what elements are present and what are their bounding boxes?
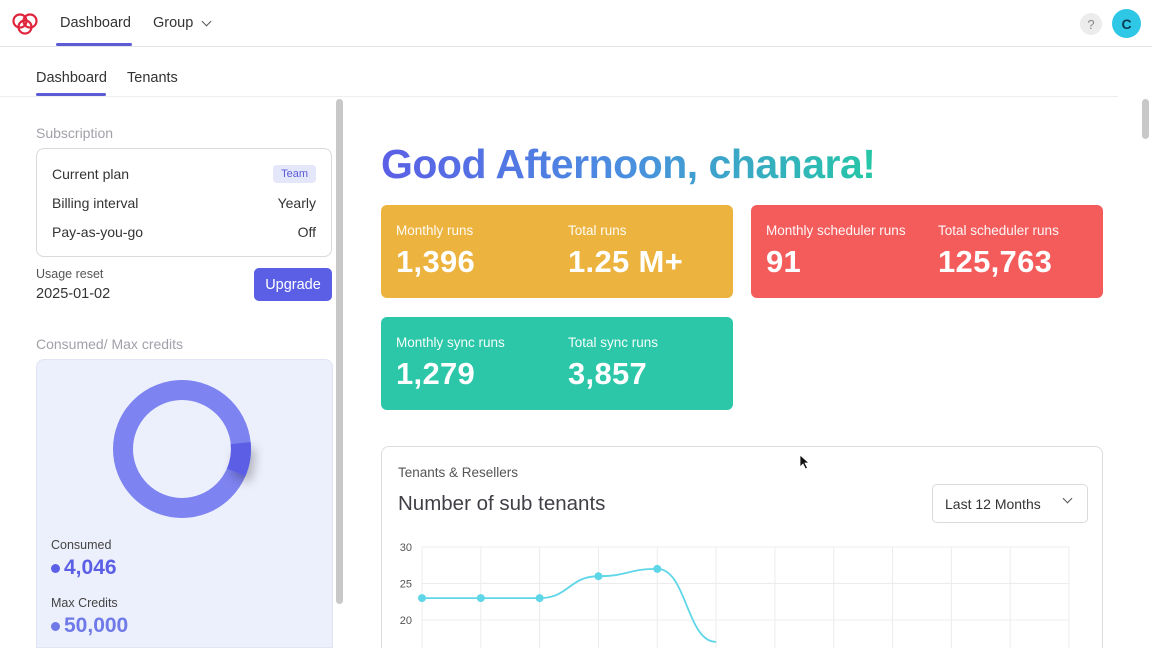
pay-as-you-go-row: Pay-as-you-go Off: [52, 222, 316, 242]
monthly-scheduler-runs-stat: Monthly scheduler runs 91: [766, 223, 906, 280]
avatar[interactable]: C: [1112, 9, 1141, 38]
sync-runs-card: Monthly sync runs 1,279 Total sync runs …: [381, 317, 733, 410]
data-point: [476, 594, 485, 603]
data-point: [535, 594, 544, 603]
total-runs-stat: Total runs 1.25 M+: [568, 223, 683, 280]
max-dot-icon: [51, 621, 60, 631]
current-plan-row: Current plan Team: [52, 164, 316, 184]
stat-label: Monthly scheduler runs: [766, 223, 906, 238]
consumed-number: 4,046: [64, 556, 117, 579]
tab-tenants[interactable]: Tenants: [127, 70, 178, 86]
billing-interval-row: Billing interval Yearly: [52, 193, 316, 213]
stat-value: 1,396: [396, 244, 476, 279]
runs-card: Monthly runs 1,396 Total runs 1.25 M+: [381, 205, 733, 298]
period-select-value: Last 12 Months: [945, 495, 1041, 512]
monthly-sync-runs-stat: Monthly sync runs 1,279: [396, 335, 505, 392]
stat-label: Monthly sync runs: [396, 335, 505, 350]
mouse-cursor-icon: [799, 454, 811, 470]
plan-badge: Team: [273, 165, 316, 183]
max-credits-number: 50,000: [64, 614, 129, 637]
data-point: [594, 572, 603, 581]
data-point: [418, 594, 426, 603]
stat-label: Monthly runs: [396, 223, 474, 238]
donut-consumed-segment: [226, 442, 251, 477]
chart-kicker: Tenants & Resellers: [398, 465, 519, 480]
tab-dashboard[interactable]: Dashboard: [36, 70, 107, 86]
sub-tenants-line-chart: 30 25 20: [400, 542, 1070, 648]
top-navigation-bar: Dashboard Group ? C: [0, 8, 1152, 47]
stat-value: 125,763: [938, 244, 1053, 279]
total-sync-runs-stat: Total sync runs 3,857: [568, 335, 658, 392]
stat-value: 91: [766, 244, 802, 279]
nav-dashboard[interactable]: Dashboard: [60, 15, 131, 31]
usage-reset-label: Usage reset: [36, 267, 104, 281]
stat-label: Total runs: [568, 223, 627, 238]
help-icon[interactable]: ?: [1080, 13, 1102, 35]
stat-value: 1,279: [396, 356, 476, 391]
greeting-heading: Good Afternoon, chanara!: [381, 141, 876, 187]
max-credits-label: Max Credits: [51, 596, 118, 610]
total-scheduler-runs-stat: Total scheduler runs 125,763: [938, 223, 1059, 280]
stat-label: Total scheduler runs: [938, 223, 1059, 238]
subscription-card: Current plan Team Billing interval Yearl…: [36, 148, 332, 257]
chevron-down-icon: [201, 16, 212, 26]
stat-value: 1.25 M+: [568, 244, 683, 279]
left-panel-scrollbar[interactable]: [336, 99, 343, 604]
sub-tabs: Dashboard Tenants: [0, 47, 1118, 97]
sub-tenants-chart-card: Tenants & Resellers Number of sub tenant…: [381, 446, 1103, 648]
monthly-runs-stat: Monthly runs 1,396: [396, 223, 475, 280]
credits-title: Consumed/ Max credits: [36, 336, 184, 352]
donut-max-segment: [113, 380, 251, 518]
consumed-label: Consumed: [51, 538, 112, 552]
chevron-down-icon: [1062, 493, 1073, 504]
chart-title: Number of sub tenants: [398, 492, 606, 515]
upgrade-button[interactable]: Upgrade: [254, 268, 332, 301]
pay-as-you-go-value: Off: [297, 224, 316, 240]
main-scrollbar[interactable]: [1142, 99, 1149, 139]
y-tick-label: 30: [400, 542, 412, 554]
series-line: [422, 567, 717, 643]
tab-active-indicator: [36, 93, 106, 96]
data-point: [653, 564, 662, 573]
usage-reset-value: 2025-01-02: [36, 286, 111, 302]
billing-interval-label: Billing interval: [52, 195, 139, 211]
scheduler-runs-card: Monthly scheduler runs 91 Total schedule…: [751, 205, 1103, 298]
y-tick-label: 25: [400, 579, 412, 591]
nav-group-label: Group: [153, 15, 194, 31]
nav-active-indicator: [56, 43, 132, 46]
credits-donut-chart: [113, 380, 251, 518]
consumed-value: 4,046: [51, 556, 117, 580]
brand-logo-icon[interactable]: [10, 12, 40, 36]
period-select[interactable]: Last 12 Months: [932, 484, 1088, 523]
billing-interval-value: Yearly: [277, 195, 316, 211]
stat-value: 3,857: [568, 356, 648, 391]
pay-as-you-go-label: Pay-as-you-go: [52, 224, 144, 240]
stat-label: Total sync runs: [568, 335, 659, 350]
current-plan-label: Current plan: [52, 166, 130, 182]
y-tick-label: 20: [400, 615, 412, 627]
subscription-title: Subscription: [36, 125, 114, 141]
nav-group-dropdown[interactable]: Group: [153, 15, 212, 31]
max-credits-value: 50,000: [51, 614, 128, 638]
consumed-dot-icon: [51, 563, 60, 573]
